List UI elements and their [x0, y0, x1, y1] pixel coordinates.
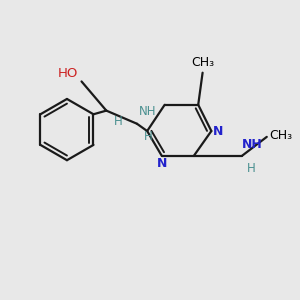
- Text: H: H: [247, 162, 256, 175]
- Text: CH₃: CH₃: [270, 129, 293, 142]
- Text: CH₃: CH₃: [191, 56, 214, 69]
- Text: HO: HO: [58, 67, 79, 80]
- Text: N: N: [157, 157, 167, 170]
- Text: NH: NH: [138, 106, 156, 118]
- Text: H: H: [143, 130, 152, 143]
- Text: N: N: [213, 124, 223, 137]
- Text: NH: NH: [242, 138, 263, 151]
- Text: H: H: [114, 115, 122, 128]
